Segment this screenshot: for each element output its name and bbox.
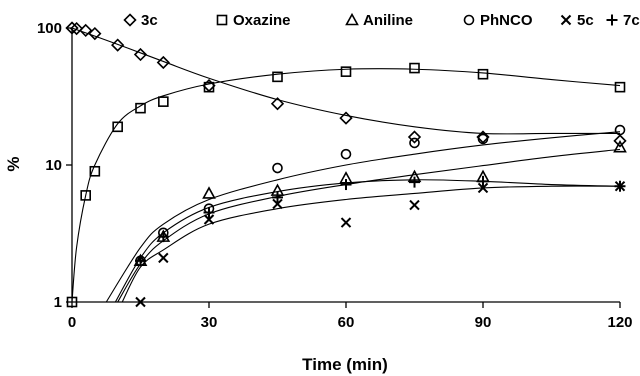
fit-curve-aniline bbox=[114, 179, 621, 303]
point-oxazine-8 bbox=[340, 66, 352, 77]
legend-item-phnco: PhNCO bbox=[463, 12, 533, 29]
point-oxazine-1 bbox=[80, 190, 91, 201]
point-5c-6 bbox=[477, 182, 489, 194]
point-5c-4 bbox=[340, 217, 352, 228]
y-tick-label-1: 1 bbox=[54, 294, 62, 311]
point-3c-4 bbox=[111, 38, 125, 52]
point-5c-3 bbox=[272, 198, 283, 210]
point-7c-2 bbox=[203, 207, 215, 219]
point-5c-5 bbox=[409, 199, 420, 211]
legend-marker-aniline bbox=[345, 12, 359, 26]
point-aniline-7 bbox=[613, 139, 627, 153]
legend-label-oxazine: Oxazine bbox=[233, 12, 291, 29]
legend-label-aniline: Aniline bbox=[363, 12, 413, 29]
point-7c-7 bbox=[614, 180, 626, 192]
x-tick-label-120: 120 bbox=[607, 314, 632, 331]
fit-curve-phnco bbox=[105, 131, 621, 303]
point-7c-3 bbox=[272, 191, 283, 203]
point-3c-8 bbox=[270, 97, 285, 111]
x-tick-label-90: 90 bbox=[475, 314, 492, 331]
point-oxazine-9 bbox=[409, 62, 420, 74]
point-3c-1 bbox=[69, 21, 84, 36]
point-3c-2 bbox=[79, 23, 93, 38]
point-oxazine-11 bbox=[614, 81, 626, 93]
y-axis-title: % bbox=[4, 156, 23, 171]
legend-item-aniline: Aniline bbox=[345, 12, 413, 29]
point-oxazine-6 bbox=[203, 81, 215, 93]
legend-label-7c: 7c bbox=[623, 12, 640, 29]
point-7c-5 bbox=[409, 176, 420, 188]
point-5c-2 bbox=[203, 214, 215, 225]
fit-curves bbox=[71, 27, 621, 303]
point-3c-9 bbox=[339, 111, 353, 125]
legend-marker-5c bbox=[560, 14, 572, 26]
fit-curve-3c bbox=[71, 27, 620, 135]
legend-item-3c: 3c bbox=[123, 12, 158, 29]
legend-item-oxazine: Oxazine bbox=[216, 12, 291, 29]
point-phnco-5 bbox=[409, 137, 420, 149]
point-phnco-3 bbox=[272, 162, 283, 174]
y-tick-label-10: 10 bbox=[45, 157, 62, 174]
point-oxazine-10 bbox=[477, 68, 489, 80]
point-phnco-6 bbox=[477, 133, 489, 145]
point-phnco-4 bbox=[340, 148, 352, 160]
legend-item-5c: 5c bbox=[560, 12, 594, 29]
point-7c-4 bbox=[340, 179, 352, 191]
point-3c-12 bbox=[613, 134, 627, 148]
point-aniline-2 bbox=[202, 186, 216, 199]
x-tick-label-0: 0 bbox=[68, 314, 76, 331]
point-oxazine-5 bbox=[158, 96, 169, 107]
fit-curve-oxazine bbox=[71, 68, 621, 303]
point-7c-0 bbox=[135, 255, 146, 267]
legend-marker-3c bbox=[123, 13, 137, 27]
point-5c-1 bbox=[158, 252, 169, 264]
point-7c-1 bbox=[157, 231, 169, 243]
legend-label-phnco: PhNCO bbox=[480, 12, 533, 29]
fit-curve-7c bbox=[117, 148, 621, 303]
legend-marker-oxazine bbox=[216, 14, 228, 26]
data-markers bbox=[65, 21, 627, 308]
fit-curve-5c bbox=[121, 185, 621, 303]
legend-label-5c: 5c bbox=[577, 12, 594, 29]
point-3c-3 bbox=[88, 26, 102, 41]
point-oxazine-4 bbox=[135, 102, 146, 114]
point-3c-5 bbox=[133, 47, 148, 62]
point-oxazine-7 bbox=[272, 71, 283, 83]
legend: 3c Oxazine Aniline PhNCO 5c 7c bbox=[123, 12, 640, 29]
point-7c-6 bbox=[477, 175, 489, 187]
point-phnco-7 bbox=[614, 124, 626, 136]
point-3c-6 bbox=[156, 55, 170, 70]
x-tick-label-60: 60 bbox=[338, 314, 355, 331]
point-oxazine-3 bbox=[112, 121, 123, 133]
legend-marker-phnco bbox=[463, 14, 475, 26]
x-tick-label-30: 30 bbox=[201, 314, 218, 331]
point-3c-10 bbox=[407, 130, 422, 144]
legend-label-3c: 3c bbox=[141, 12, 158, 29]
axes: 1 10 100 0 30 60 90 120 bbox=[37, 20, 633, 331]
x-axis-title: Time (min) bbox=[302, 355, 388, 374]
point-oxazine-2 bbox=[89, 165, 101, 177]
legend-item-7c: 7c bbox=[606, 12, 640, 29]
legend-marker-7c bbox=[606, 14, 618, 26]
y-tick-label-100: 100 bbox=[37, 20, 62, 37]
